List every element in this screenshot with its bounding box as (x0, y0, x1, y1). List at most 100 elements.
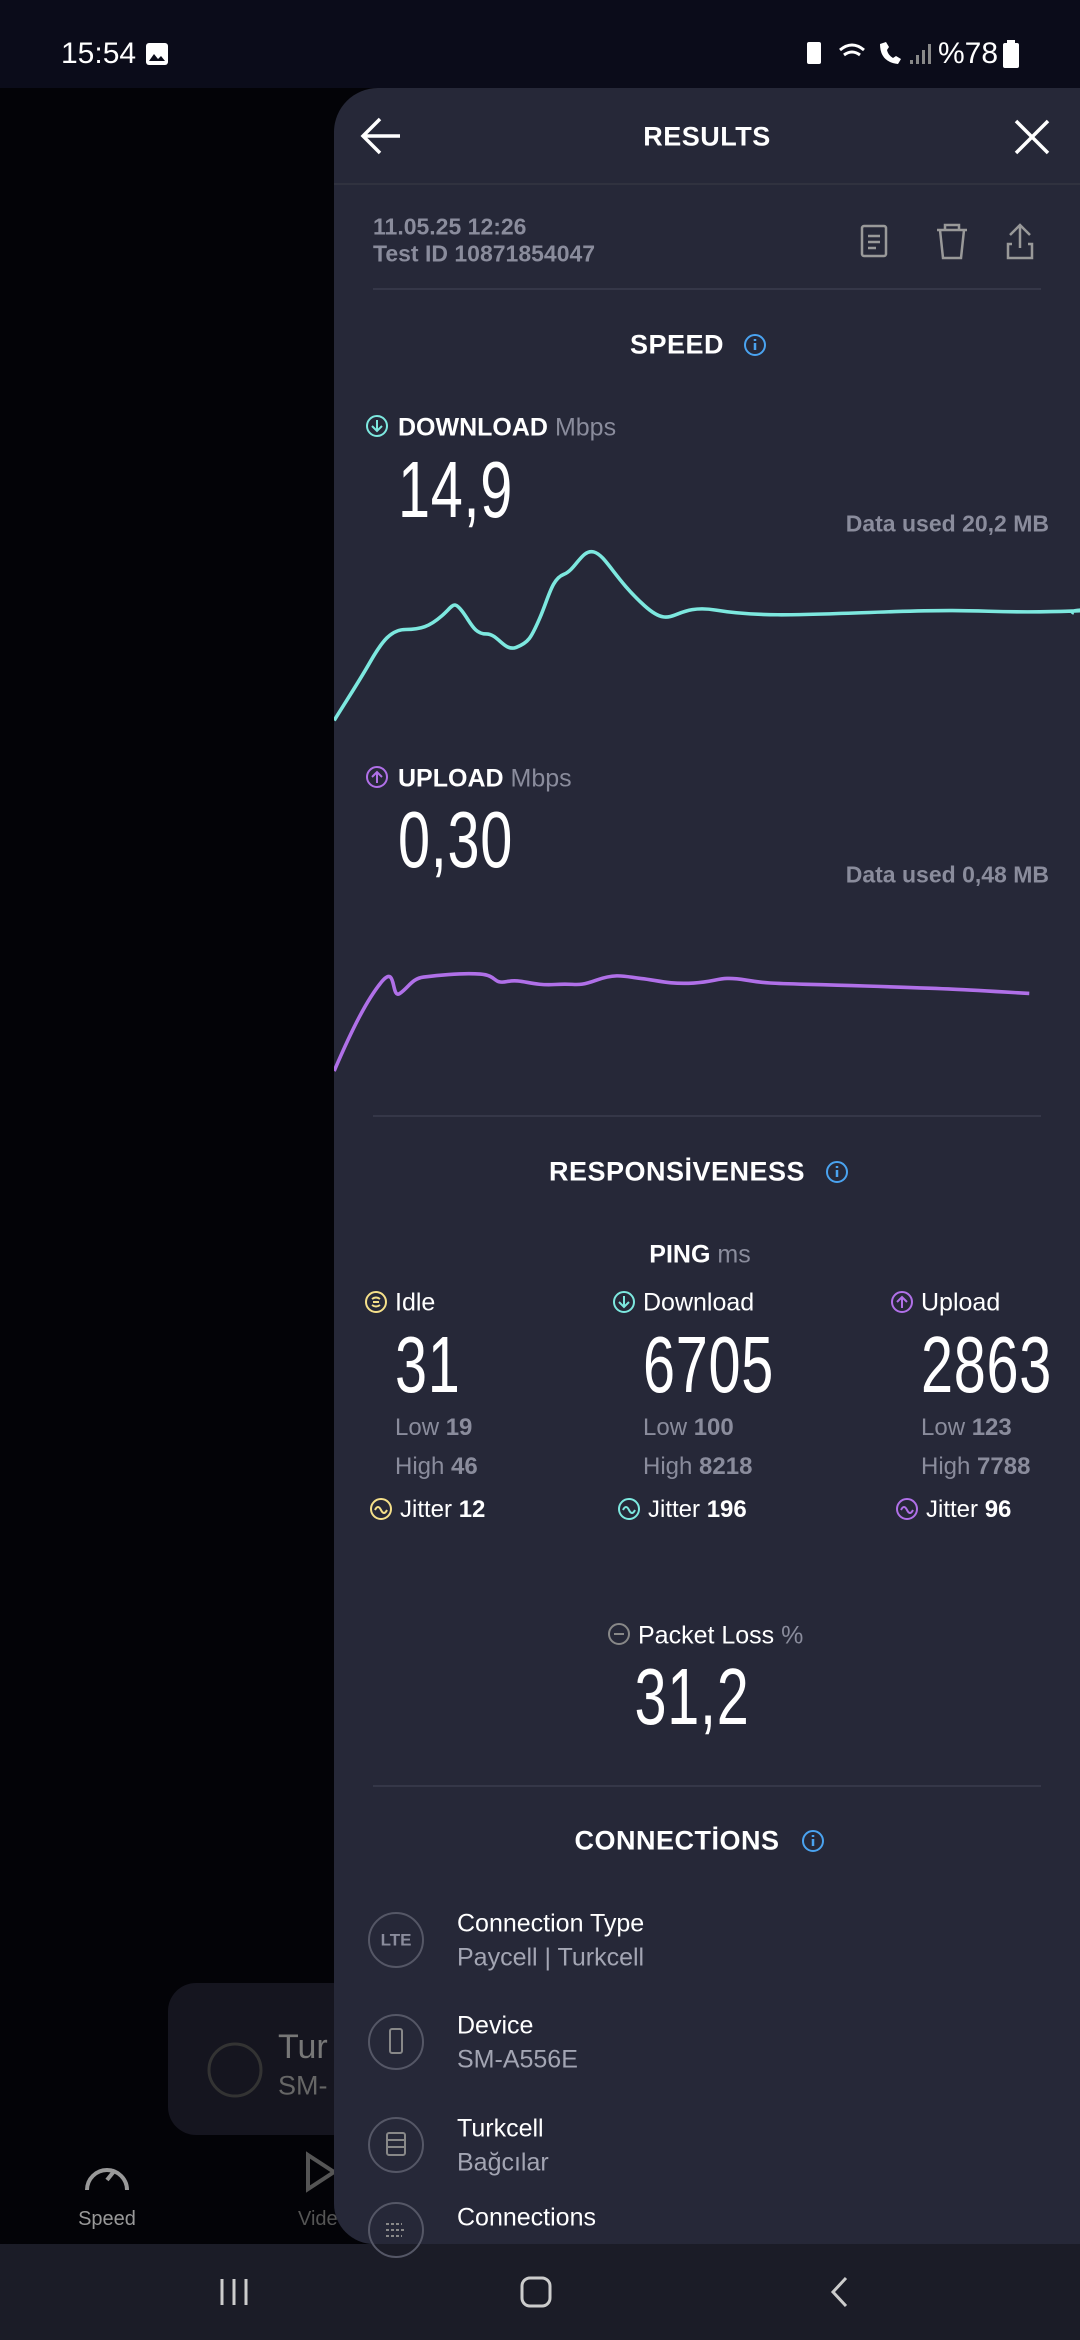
jitter-value: 96 (984, 1496, 1012, 1523)
battery-icon (1003, 40, 1019, 68)
upload-icon (366, 766, 388, 788)
jitter-label: Jitter (648, 1496, 701, 1523)
bottom-nav (0, 2135, 334, 2245)
label: PING (649, 1240, 711, 1269)
download-data-used: Data used 20,2 MB (845, 510, 1049, 537)
label: DOWNLOAD (398, 413, 548, 442)
divider (373, 1115, 1041, 1117)
test-id: Test ID 10871854047 (373, 240, 596, 267)
low-value: 100 (693, 1414, 734, 1441)
jitter-label: Jitter (400, 1496, 453, 1523)
low-label: Low (921, 1414, 966, 1441)
high-row: High 7788 (921, 1455, 1030, 1479)
label: Packet Loss (638, 1621, 775, 1650)
high-value: 7788 (977, 1453, 1031, 1480)
download-label: DOWNLOAD Mbps (398, 413, 617, 442)
info-icon[interactable] (801, 1829, 825, 1853)
unit: Mbps (510, 764, 572, 793)
icon (365, 1291, 387, 1313)
unit: Mbps (554, 413, 617, 442)
connection-icon (368, 2014, 424, 2070)
icon (370, 1498, 392, 1520)
close-button[interactable] (1014, 119, 1050, 155)
upload-data-used: Data used 0,48 MB (845, 861, 1049, 888)
video-nav-icon[interactable] (305, 2151, 338, 2193)
connection-subtitle: Bağcılar (457, 2148, 549, 2177)
system-nav-bar (0, 2244, 1080, 2340)
high-row: High 46 (395, 1455, 478, 1479)
low-value: 19 (445, 1414, 473, 1441)
upload-label: UPLOAD Mbps (398, 764, 572, 793)
icon (891, 1291, 913, 1313)
packet-loss-icon (608, 1623, 630, 1645)
ping-name: Idle (395, 1288, 436, 1317)
jitter-label: Jitter (926, 1496, 979, 1523)
wifi-icon (207, 2042, 263, 2098)
nav-speed[interactable]: Speed (78, 2208, 136, 2230)
high-row: High 8218 (643, 1455, 752, 1479)
results-panel (334, 88, 1080, 2244)
connection-title: Turkcell (457, 2114, 544, 2143)
clock: 15:54 (61, 37, 137, 70)
connection-icon (368, 1912, 424, 1968)
back-button[interactable] (360, 116, 402, 156)
icon (613, 1291, 635, 1313)
ping-value: 31 (395, 1320, 461, 1409)
jitter-row: Jitter 196 (648, 1498, 747, 1522)
icon (896, 1498, 918, 1520)
upload-value: 0,30 (398, 795, 513, 884)
packet-loss-label: Packet Loss % (638, 1621, 804, 1650)
ping-name: Upload (921, 1288, 1001, 1317)
connection-icon (368, 2117, 424, 2173)
download-graph (334, 550, 1080, 722)
connection-icon-label: LTE (380, 1930, 412, 1950)
ping-value: 6705 (643, 1320, 775, 1409)
jitter-row: Jitter 96 (926, 1498, 1011, 1522)
jitter-value: 196 (706, 1496, 747, 1523)
low-row: Low 19 (395, 1416, 472, 1440)
low-row: Low 100 (643, 1416, 734, 1440)
system-nav-buttons[interactable] (0, 2244, 1080, 2340)
connection-subtitle: SM-A556E (457, 2045, 578, 2074)
connection-title: Device (457, 2011, 534, 2040)
info-icon[interactable] (825, 1160, 849, 1184)
high-label: High (921, 1453, 971, 1480)
low-value: 123 (971, 1414, 1012, 1441)
ping-heading: PING ms (649, 1240, 750, 1269)
unit: % (781, 1621, 804, 1650)
section-title: RESPONSİVENESS (548, 1156, 806, 1187)
connection-title: Connections (457, 2203, 596, 2232)
nav-video[interactable]: Vide (298, 2208, 338, 2230)
download-value: 14,9 (398, 445, 513, 534)
connection-subtitle: Paycell | Turkcell (457, 1943, 645, 1972)
high-label: High (643, 1453, 693, 1480)
info-icon[interactable] (743, 333, 767, 357)
label: UPLOAD (398, 764, 504, 793)
low-label: Low (643, 1414, 688, 1441)
packet-loss-value: 31,2 (634, 1652, 750, 1741)
ping-name: Download (643, 1288, 755, 1317)
connection-icon (368, 2202, 424, 2258)
section-title: SPEED (629, 329, 725, 360)
speed-nav-icon[interactable] (83, 2150, 131, 2194)
low-label: Low (395, 1414, 440, 1441)
high-value: 46 (451, 1453, 478, 1480)
jitter-row: Jitter 12 (400, 1498, 485, 1522)
high-label: High (395, 1453, 445, 1480)
test-actions[interactable] (860, 222, 1050, 262)
divider (373, 1785, 1041, 1787)
test-datetime: 11.05.25 12:26 (373, 213, 527, 240)
gallery-icon (146, 43, 168, 65)
ping-value: 2863 (921, 1320, 1053, 1409)
connection-title: Connection Type (457, 1909, 645, 1938)
upload-graph (334, 971, 1030, 1072)
download-icon (366, 415, 388, 437)
battery-text: %78 (938, 37, 999, 70)
divider (373, 288, 1041, 290)
header-divider (334, 183, 1080, 185)
speed-charts (334, 550, 1080, 1072)
card-title: Tur (278, 2028, 328, 2066)
high-value: 8218 (699, 1453, 753, 1480)
low-row: Low 123 (921, 1416, 1012, 1440)
